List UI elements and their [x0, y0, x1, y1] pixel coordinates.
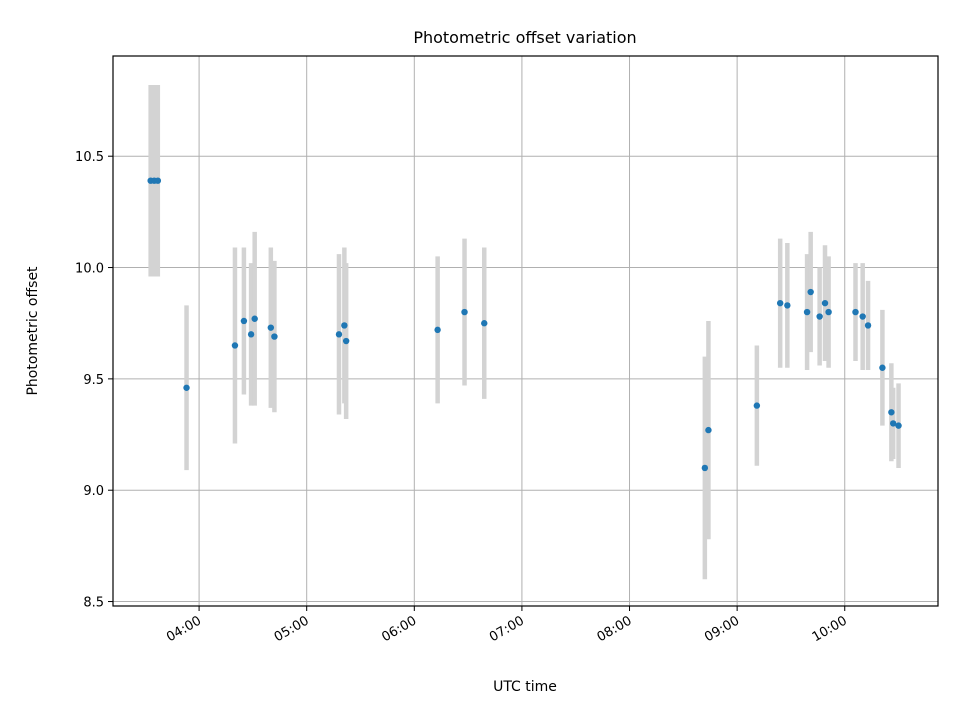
- data-point: [784, 302, 791, 309]
- data-point: [705, 426, 712, 434]
- data-point: [341, 322, 348, 329]
- chart-title: Photometric offset variation: [413, 28, 636, 47]
- data-point: [895, 422, 902, 429]
- y-tick-label: 9.0: [83, 484, 104, 499]
- data-point: [864, 322, 872, 329]
- data-point: [342, 337, 350, 345]
- data-point: [231, 342, 239, 349]
- data-point: [803, 308, 811, 316]
- data-point: [701, 464, 709, 472]
- data-point: [859, 313, 866, 320]
- data-point: [889, 420, 897, 427]
- data-point: [183, 384, 190, 391]
- data-point: [461, 308, 468, 316]
- data-point: [240, 317, 248, 325]
- data-point: [879, 364, 886, 371]
- y-tick-label: 8.5: [83, 596, 104, 611]
- y-axis-label: Photometric offset: [25, 266, 41, 396]
- data-point: [776, 299, 784, 307]
- data-point: [825, 308, 832, 316]
- data-point: [251, 315, 258, 322]
- data-point: [434, 326, 441, 334]
- data-point: [821, 299, 829, 307]
- y-tick-label: 10.5: [75, 150, 104, 165]
- plot-frame: [112, 55, 939, 607]
- y-tick-label: 10.0: [75, 262, 104, 277]
- data-points: [147, 177, 902, 472]
- data-point: [154, 177, 162, 184]
- data-point: [481, 320, 488, 327]
- data-point: [816, 313, 823, 320]
- data-point: [267, 324, 275, 331]
- data-point: [753, 402, 761, 409]
- data-point: [852, 308, 859, 316]
- y-tick-label: 9.5: [83, 373, 104, 388]
- data-point: [247, 331, 255, 338]
- data-point: [271, 333, 278, 340]
- x-axis-label: UTC time: [493, 679, 557, 695]
- data-point: [335, 331, 343, 338]
- y-axis: 8.5 9.0 9.5 10.0 10.5: [75, 150, 113, 611]
- data-point: [807, 288, 814, 296]
- data-point: [888, 409, 895, 416]
